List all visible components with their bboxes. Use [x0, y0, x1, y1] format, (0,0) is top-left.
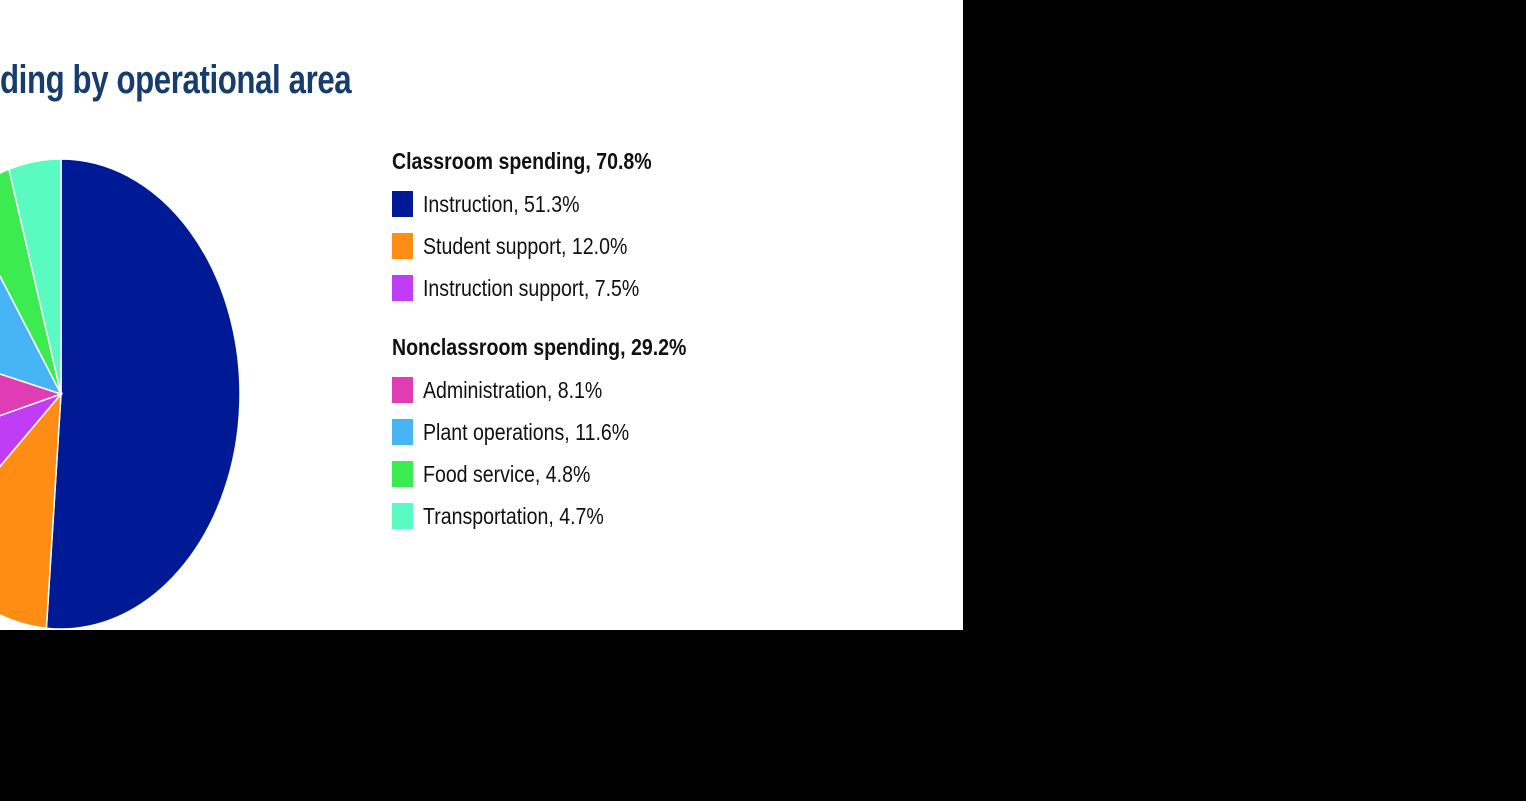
legend-swatch	[392, 275, 413, 301]
legend-swatch	[392, 377, 413, 403]
legend-label: Transportation, 4.7%	[423, 502, 604, 529]
legend-item-instruction-support: Instruction support, 7.5%	[392, 275, 677, 301]
legend-item-student-support: Student support, 12.0%	[392, 233, 663, 259]
pie-slice-instruction	[45, 158, 241, 630]
legend-label: Student support, 12.0%	[423, 232, 628, 259]
legend-item-administration: Administration, 8.1%	[392, 377, 634, 403]
legend-swatch	[392, 461, 413, 487]
pie-slice-transportation	[8, 158, 62, 395]
legend-label: Food service, 4.8%	[423, 460, 591, 487]
chart-panel: ding by operational area Classroom spend…	[0, 0, 963, 630]
legend-item-transportation: Transportation, 4.7%	[392, 503, 636, 529]
legend-label: Instruction, 51.3%	[423, 190, 580, 217]
chart-title: ding by operational area	[0, 58, 352, 102]
legend-label: Administration, 8.1%	[423, 376, 603, 403]
legend-group-nonclassroom: Nonclassroom spending, 29.2%	[392, 334, 687, 360]
legend-swatch	[392, 503, 413, 529]
legend-swatch	[392, 191, 413, 217]
pie-slice-plant-operations	[0, 274, 63, 396]
legend-swatch	[392, 419, 413, 445]
legend-item-food-service: Food service, 4.8%	[392, 461, 620, 487]
pie-slice-instruction-support	[0, 392, 64, 468]
pie-chart	[0, 158, 241, 630]
pie-slice-student-support	[0, 391, 62, 630]
legend-item-instruction: Instruction, 51.3%	[392, 191, 607, 217]
legend-label: Plant operations, 11.6%	[423, 418, 630, 445]
pie-slice-administration	[0, 373, 64, 417]
legend-group-classroom: Classroom spending, 70.8%	[392, 148, 652, 174]
legend-label: Instruction support, 7.5%	[423, 274, 640, 301]
legend-swatch	[392, 233, 413, 259]
legend-item-plant-operations: Plant operations, 11.6%	[392, 419, 666, 445]
